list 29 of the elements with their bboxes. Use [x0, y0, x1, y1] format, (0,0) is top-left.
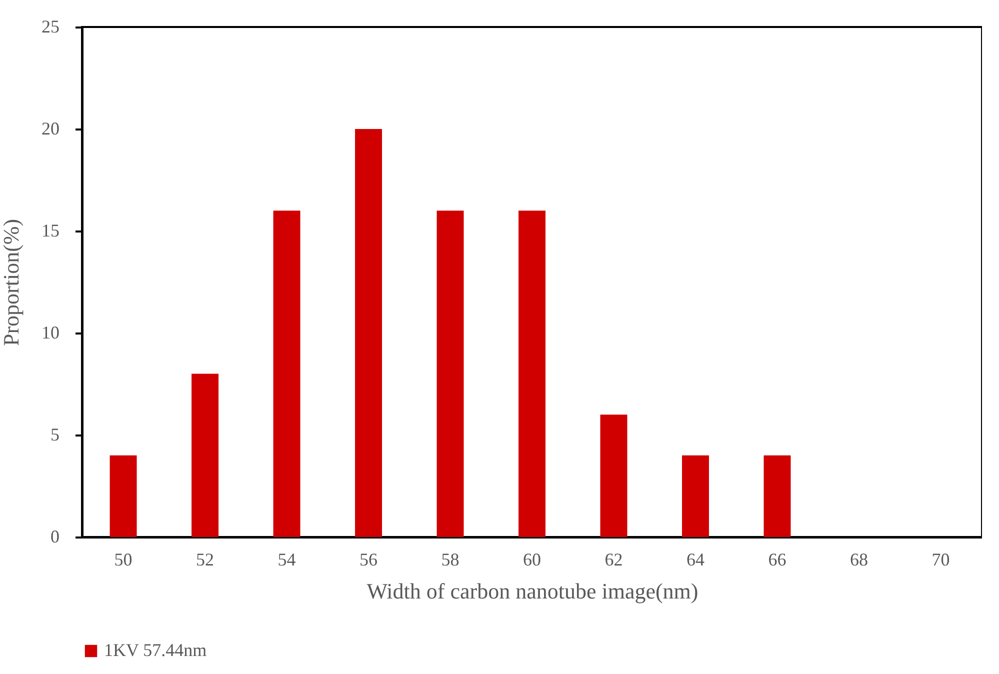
x-tick-label: 54 [278, 550, 296, 570]
y-tick-label: 20 [42, 118, 60, 138]
x-tick-label: 58 [441, 550, 460, 570]
bar [110, 455, 137, 537]
bar [682, 455, 709, 537]
x-tick-label: 64 [686, 550, 704, 570]
bar [273, 210, 300, 537]
y-axis-title: Proportion(%) [0, 218, 24, 346]
bar [436, 210, 464, 537]
x-tick-label: 60 [523, 550, 541, 570]
x-axis-title: Width of carbon nanotube image(nm) [366, 578, 698, 604]
y-tick-label: 15 [42, 220, 60, 240]
bar [518, 210, 546, 537]
y-tick-label: 10 [42, 322, 60, 342]
x-tick-label: 68 [850, 550, 868, 570]
y-tick-label: 5 [50, 424, 60, 444]
x-tick-label: 70 [932, 550, 950, 570]
bar [600, 414, 628, 537]
x-tick-label: 56 [360, 550, 378, 570]
y-tick-label: 0 [50, 526, 60, 546]
x-tick-label: 62 [604, 550, 623, 570]
y-tick-label: 25 [42, 16, 60, 36]
x-tick-label: 52 [196, 550, 214, 570]
bar [764, 455, 791, 537]
legend-label: 1KV 57.44nm [104, 640, 207, 660]
x-tick-label: 66 [768, 550, 786, 570]
bar [355, 129, 382, 537]
x-tick-label: 50 [114, 550, 132, 570]
bar [192, 374, 219, 537]
